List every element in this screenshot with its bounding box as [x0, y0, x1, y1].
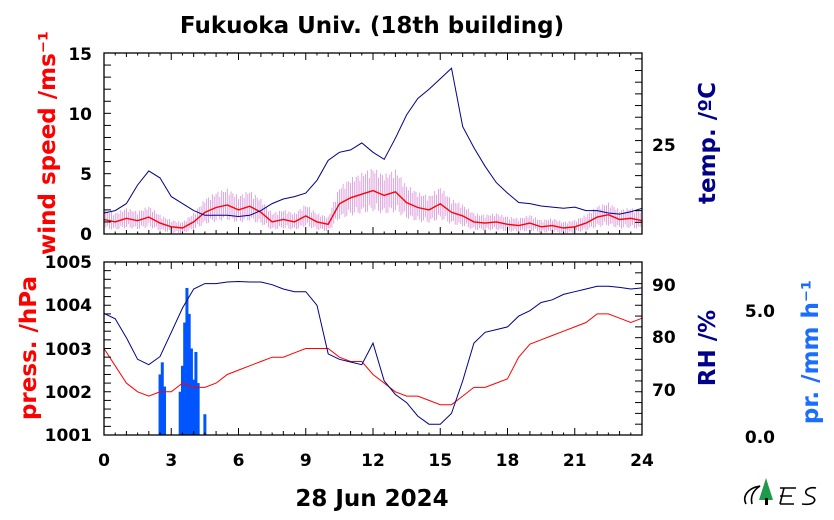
x-tick-labels: 0 3 6 9 12 15 18 21 24 — [98, 451, 654, 471]
top-panel-ticks — [103, 52, 643, 235]
humidity-tick-label: 80 — [652, 328, 676, 348]
wind-speed-axis-label: wind speed /ms⁻¹ — [35, 31, 61, 255]
bottom-panel: 1001 1002 1003 1004 1005 70 80 90 0.0 5.… — [16, 253, 824, 512]
pressure-tick-label: 1001 — [45, 426, 92, 446]
precipitation-bars — [158, 287, 207, 435]
precip-bar — [187, 313, 191, 435]
chart-title: Fukuoka Univ. (18th building) — [180, 13, 564, 39]
precip-tick-label: 5.0 — [745, 302, 775, 322]
precip-bar — [192, 379, 196, 435]
x-tick-label: 18 — [496, 451, 520, 471]
temperature-tick-label: 25 — [652, 136, 676, 156]
precip-bar — [196, 383, 200, 435]
date-label: 28 Jun 2024 — [295, 486, 448, 512]
temperature-axis-label: temp. /ºC — [695, 82, 721, 204]
wind-tick-label: 15 — [68, 45, 92, 65]
precip-bar — [158, 374, 162, 435]
precip-bar — [163, 386, 167, 435]
x-tick-label: 15 — [428, 451, 452, 471]
pressure-tick-label: 1004 — [45, 296, 92, 316]
x-tick-label: 9 — [300, 451, 312, 471]
x-tick-label: 24 — [630, 451, 654, 471]
bottom-panel-ticks — [103, 261, 643, 436]
wind-tick-label: 5 — [80, 165, 92, 185]
precipitation-axis-label: pr. /mm h⁻¹ — [798, 280, 824, 424]
x-tick-label: 0 — [98, 451, 110, 471]
wind-speed-raw-trace — [103, 168, 641, 234]
precip-bar — [160, 362, 164, 435]
wind-tick-label: 0 — [80, 225, 92, 245]
pressure-tick-label: 1003 — [45, 340, 92, 360]
x-tick-label: 3 — [165, 451, 177, 471]
precip-bar — [180, 365, 184, 435]
precip-bar — [203, 414, 207, 435]
precip-bar — [194, 351, 198, 435]
precip-bar — [183, 322, 187, 435]
pressure-line — [103, 313, 643, 406]
pressure-axis-label: press. /hPa — [16, 276, 42, 420]
precip-tick-label: 0.0 — [745, 428, 775, 448]
top-panel: 0 5 10 15 25 wind speed /ms⁻¹ temp. /ºC — [35, 31, 721, 255]
precip-bar — [185, 287, 189, 435]
precip-bar — [189, 348, 193, 435]
humidity-tick-label: 70 — [652, 381, 676, 401]
humidity-axis-label: RH /% — [695, 310, 721, 386]
pressure-tick-label: 1002 — [45, 383, 92, 403]
pressure-tick-label: 1005 — [45, 253, 92, 273]
x-tick-label: 6 — [233, 451, 245, 471]
wind-speed-line — [103, 189, 643, 229]
wind-tick-label: 10 — [68, 105, 92, 125]
humidity-tick-label: 90 — [652, 276, 676, 296]
x-tick-label: 12 — [361, 451, 385, 471]
precip-bar — [178, 391, 182, 435]
relative-humidity-line — [103, 280, 643, 425]
temperature-line — [103, 67, 643, 218]
x-tick-label: 21 — [563, 451, 587, 471]
institute-logo — [744, 478, 817, 506]
